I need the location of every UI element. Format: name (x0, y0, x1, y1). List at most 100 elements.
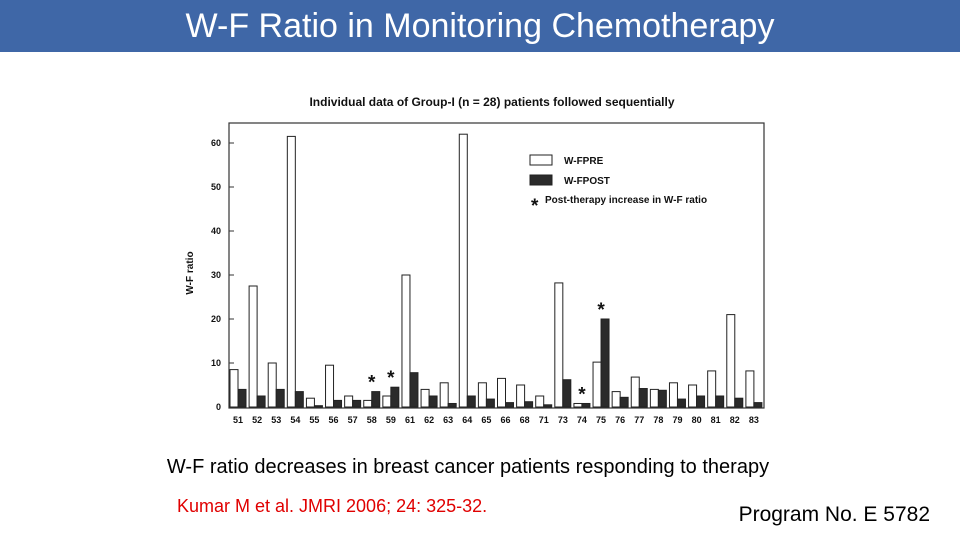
x-tick-label: 74 (577, 415, 587, 425)
legend: W-FPRE W-FPOST * Post-therapy increase i… (529, 154, 707, 217)
bar-post-71 (543, 404, 553, 408)
x-tick-label: 78 (653, 415, 663, 425)
bar-post-68 (524, 401, 534, 408)
legend-asterisk-note: Post-therapy increase in W-F ratio (545, 195, 707, 206)
x-axis-labels: 51 52 53 54 55 56 57 58 59 61 62 63 64 65 66 68 71 73 74 75… (233, 415, 759, 425)
bar-post-66 (505, 402, 514, 408)
x-tick-label: 59 (386, 415, 396, 425)
slide-caption: W-F ratio decreases in breast cancer pat… (166, 456, 770, 478)
plot-frame (228, 122, 765, 409)
bar-pre-56 (325, 364, 335, 408)
bar-post-52 (256, 395, 266, 408)
bar-post-62 (428, 395, 438, 408)
bar-pre-81 (707, 370, 717, 408)
bar-post-73 (562, 379, 572, 408)
x-tick-label: 65 (481, 415, 491, 425)
bar-post-58 (371, 391, 381, 408)
bar-pre-52 (248, 285, 258, 408)
bar-post-82 (734, 397, 744, 408)
x-tick-label: 61 (405, 415, 415, 425)
bar-pre-63 (439, 382, 449, 408)
asterisk-59: * (387, 368, 395, 389)
bar-pre-65 (477, 382, 487, 408)
legend-asterisk-symbol: * (531, 196, 539, 217)
bars-group (229, 133, 763, 408)
asterisk-75: * (597, 300, 605, 321)
bar-post-57 (352, 399, 362, 408)
y-tick-label: 10 (211, 358, 221, 368)
bar-post-59 (390, 386, 400, 408)
bar-pre-79 (668, 382, 678, 408)
bar-post-65 (485, 398, 495, 408)
x-tick-label: 75 (596, 415, 606, 425)
x-tick-label: 82 (730, 415, 740, 425)
program-number: Program No. E 5782 (738, 503, 930, 526)
bar-pre-55 (305, 397, 315, 408)
x-tick-label: 68 (520, 415, 530, 425)
y-axis: 0 10 20 30 40 50 60 (211, 138, 234, 412)
bar-pre-61 (401, 274, 411, 408)
asterisks-group: * * * * (368, 300, 605, 405)
x-tick-label: 58 (367, 415, 377, 425)
x-tick-label: 66 (500, 415, 510, 425)
title-bar: W-F Ratio in Monitoring Chemotherapy (0, 0, 960, 52)
slide-title: W-F Ratio in Monitoring Chemotherapy (185, 6, 775, 45)
x-tick-label: 77 (634, 415, 644, 425)
x-tick-label: 79 (672, 415, 682, 425)
y-axis-label: W-F ratio (185, 251, 196, 294)
bar-post-53 (275, 388, 285, 408)
x-tick-label: 55 (309, 415, 319, 425)
bar-pre-83 (745, 370, 755, 408)
bar-pre-73 (554, 282, 564, 408)
bar-pre-64 (458, 133, 468, 408)
x-tick-label: 81 (711, 415, 721, 425)
x-tick-label: 80 (692, 415, 702, 425)
y-tick-label: 60 (211, 138, 221, 148)
bar-pre-78 (649, 388, 659, 408)
bar-pre-62 (420, 388, 430, 408)
bar-pre-77 (630, 376, 640, 408)
bar-pre-76 (611, 391, 621, 408)
bar-pre-57 (344, 395, 354, 408)
x-tick-label: 57 (348, 415, 358, 425)
x-tick-label: 53 (271, 415, 281, 425)
x-tick-label: 56 (329, 415, 339, 425)
bar-pre-71 (535, 395, 545, 408)
bar-pre-82 (726, 314, 736, 408)
bar-post-81 (715, 395, 725, 408)
legend-label-pre: W-FPRE (564, 156, 604, 167)
bar-post-79 (676, 398, 686, 408)
bar-pre-59 (382, 395, 392, 408)
bar-post-75 (600, 318, 610, 408)
x-tick-label: 62 (424, 415, 434, 425)
y-tick-label: 40 (211, 226, 221, 236)
bar-post-83 (753, 402, 763, 408)
legend-label-post: W-FPOST (564, 176, 610, 187)
bar-post-63 (447, 402, 457, 408)
citation: Kumar M et al. JMRI 2006; 24: 325-32. (177, 496, 488, 516)
bar-post-56 (333, 399, 343, 408)
x-tick-label: 73 (558, 415, 568, 425)
bar-pre-51 (229, 369, 239, 408)
bar-pre-68 (516, 384, 526, 408)
legend-swatch-pre (529, 154, 553, 166)
x-tick-label: 52 (252, 415, 262, 425)
chart-title: Individual data of Group-I (n = 28) pati… (309, 95, 674, 109)
bar-post-77 (638, 388, 648, 408)
bar-post-74 (581, 402, 591, 408)
y-tick-label: 50 (211, 182, 221, 192)
x-tick-label: 71 (539, 415, 549, 425)
bar-post-55 (313, 405, 323, 408)
bar-pre-75 (592, 361, 602, 408)
x-tick-label: 63 (443, 415, 453, 425)
y-tick-label: 30 (211, 270, 221, 280)
bar-post-61 (409, 372, 419, 408)
x-tick-label: 54 (290, 415, 300, 425)
bar-post-51 (237, 388, 247, 408)
bar-post-78 (657, 389, 667, 408)
bar-pre-54 (286, 135, 296, 408)
legend-swatch-post (529, 174, 553, 186)
bar-pre-53 (267, 362, 277, 408)
bar-post-80 (696, 395, 706, 408)
